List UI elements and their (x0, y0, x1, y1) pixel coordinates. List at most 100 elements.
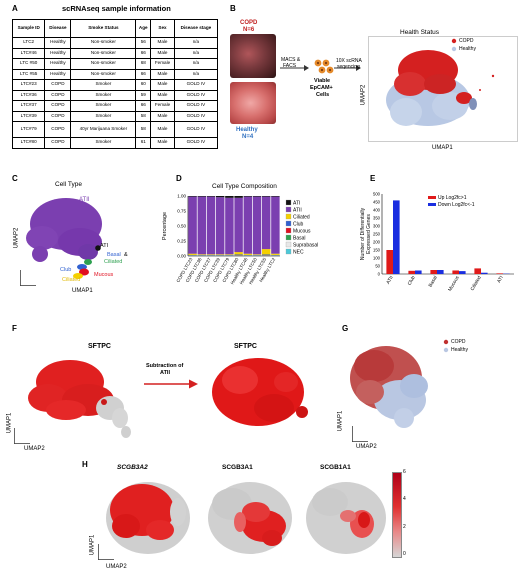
y-tick-label: 250 (373, 232, 381, 237)
label-ciliated: Ciliated (62, 277, 81, 283)
table-cell: Non-smoker (70, 47, 137, 59)
scgb1a1-umap (306, 482, 386, 554)
table-cell: n/a (173, 37, 219, 49)
table-cell: Healthy (44, 47, 72, 59)
table-row: LTC#37 COPD Smoker 66 Female GOLD IV (11, 100, 219, 112)
panel-b-label: B (230, 4, 236, 13)
cell-type-title: Cell Type (55, 181, 82, 188)
y-tick-label: 50 (375, 264, 380, 269)
table-a-title: scRNAseq sample information (62, 4, 171, 13)
stacked-bar-segment (234, 197, 243, 253)
stacked-bar-segment (225, 197, 234, 255)
health-umap-xlabel: UMAP1 (432, 145, 453, 151)
healthy-lung-photo (230, 82, 276, 124)
y-tick-label: 450 (373, 200, 381, 205)
scgb3a2-umap (98, 482, 190, 560)
panel-f-label: F (12, 324, 17, 333)
table-cell: GOLD IV (173, 100, 219, 112)
table-cell: LTC#80 (11, 137, 46, 149)
x-tick-label: Ciliated (470, 275, 483, 292)
stacked-bar-segment (261, 249, 271, 255)
table-cell: Male (150, 89, 175, 101)
table-header-cell: Disease stage (173, 19, 219, 38)
scale-tick-0: 0 (403, 551, 406, 557)
legend-swatch (285, 234, 292, 241)
viable-label: Viable (314, 78, 331, 84)
table-cell: LTC#36 (11, 89, 46, 101)
g-umap-xlabel: UMAP2 (356, 444, 377, 450)
y-tick-label: 500 (373, 192, 381, 197)
legend-swatch (428, 196, 436, 199)
g-legend-swatches (443, 339, 449, 353)
stacked-bar-segment (188, 196, 197, 254)
stacked-bar-segment (261, 254, 271, 256)
stacked-bar-segment (188, 253, 197, 255)
table-cell: GOLD IV (173, 121, 219, 138)
y-tick-label: 400 (373, 208, 381, 213)
table-cell: Male (150, 137, 175, 149)
panel-e-label: E (370, 174, 376, 183)
table-cell: GOLD IV (173, 79, 219, 91)
h-umap-ylabel: UMAP1 (89, 534, 96, 556)
table-cell: Male (150, 37, 175, 49)
label-atii: ATII (79, 197, 90, 203)
table-cell: COPD (44, 79, 72, 91)
stacked-bar-segment (215, 196, 225, 198)
subtraction-label-line2: ATII (160, 370, 170, 376)
scgb3a2-title: SCGB3A2 (117, 464, 148, 471)
table-cell: Female (150, 58, 175, 70)
table-row: LTC #50 Healthy Non-smoker 68 Female n/a (11, 58, 219, 70)
table-header-cell: Disease (44, 19, 72, 38)
table-cell: n/a (173, 58, 219, 70)
table-cell: GOLD IV (173, 110, 219, 122)
y-tick-label: 0.50 (177, 224, 186, 229)
cell-type-xlabel: UMAP1 (72, 288, 93, 294)
table-cell: 60 (135, 79, 152, 91)
table-row: LTC#46 Healthy Non-smoker 66 Male n/a (11, 47, 219, 59)
sftpc-right-title: SFTPC (234, 343, 257, 350)
table-cell: 56 (135, 37, 152, 49)
y-tick-label: 1.00 (177, 194, 186, 199)
process-arrows (280, 65, 361, 71)
cell-type-ylabel: UMAP2 (13, 227, 20, 249)
g-umap-ylabel: UMAP1 (337, 410, 344, 432)
copd-n-label: N=6 (243, 27, 255, 33)
table-cell: LTC#37 (11, 100, 46, 112)
h-umap-xlabel: UMAP2 (106, 564, 127, 570)
x-tick-label: ATI (496, 275, 505, 284)
cells-label: Cells (316, 92, 330, 98)
deg-count-chart: 0 50 100 150 200 250 300 350 400 450 500 Number of … (360, 192, 514, 293)
bar (430, 270, 437, 274)
stacked-bar-segment (252, 254, 262, 255)
table-cell: LTC #50 (11, 58, 46, 70)
table-cell: LTC#39 (11, 110, 46, 122)
bar (452, 270, 459, 274)
health-legend-swatches (451, 38, 457, 52)
table-cell: Smoker (70, 89, 137, 101)
table-cell: LTC#46 (11, 47, 46, 59)
y-tick-label: 0.00 (177, 254, 186, 259)
table-cell: LTC2 (11, 37, 46, 49)
stacked-bar-segment (206, 196, 216, 255)
label-ati: ATI (100, 243, 109, 249)
label-basal: Basal (107, 252, 121, 258)
stacked-bar-segment (243, 196, 253, 254)
sftpc-left-title: SFTPC (88, 343, 111, 350)
table-cell: COPD (44, 100, 72, 112)
bar (459, 271, 466, 274)
table-cell: Male (150, 79, 175, 91)
table-cell: Male (150, 68, 175, 80)
scale-tick-6: 6 (403, 469, 406, 475)
table-cell: COPD (44, 121, 72, 138)
copd-lung-photo (230, 34, 276, 78)
y-axis-label-line2: Expressed Genes (366, 214, 372, 254)
stacked-bar-segment (252, 196, 262, 197)
legend-swatch (428, 203, 436, 206)
bar (437, 270, 444, 274)
panel-a-label: A (12, 4, 18, 13)
10x-label: 10X scRNA (336, 58, 362, 64)
table-cell: Smoker (70, 110, 137, 122)
f-umap-ylabel: UMAP1 (6, 412, 13, 434)
sftpc-subtracted-umap (212, 358, 308, 426)
legend-label: Ciliated (293, 215, 310, 221)
